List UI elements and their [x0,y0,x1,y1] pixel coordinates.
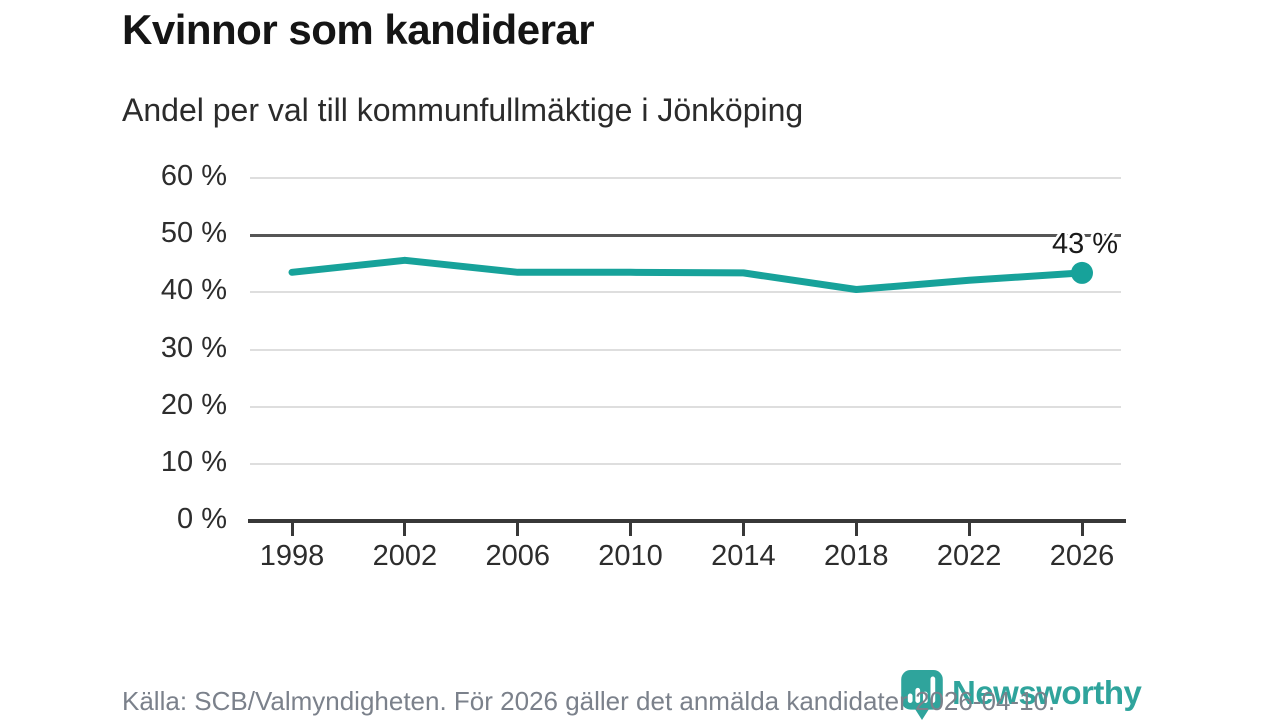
x-axis-label: 2010 [598,540,663,572]
x-axis-label: 2018 [824,540,889,572]
x-axis-line [248,519,1126,523]
end-point-marker [1071,261,1093,284]
source-note: Källa: SCB/Valmyndigheten. För 2026 gäll… [122,686,1056,716]
gridline-10 [250,462,1121,465]
x-axis-tick [741,523,745,536]
end-value-label: 43 % [1051,228,1119,260]
x-axis-label: 1998 [259,540,325,572]
x-axis-tick [629,523,633,536]
y-axis-label: 40 % [160,274,227,307]
x-axis-tick [290,523,294,536]
y-axis-label: 0 % [177,503,227,535]
y-axis-label: 10 % [160,445,227,478]
gridline-60 [250,177,1121,179]
x-axis-label: 2026 [1049,540,1115,572]
x-axis-tick [1080,523,1084,536]
x-axis-label: 2006 [485,540,550,572]
page-title: Kvinnor som kandiderar [122,6,595,53]
x-axis-label: 2002 [372,540,438,572]
newsworthy-logo: Newsworthy [898,669,1158,720]
trend-line [288,256,1086,293]
x-axis-tick [516,523,520,536]
gridline-20 [250,405,1121,408]
y-axis-label: 50 % [160,217,227,250]
x-axis-tick [403,523,407,536]
x-axis-label: 2022 [936,540,1002,572]
reference-gridline-50 [250,233,1121,237]
y-axis-label: 60 % [160,160,227,192]
bar-chart-pin-icon [901,669,943,720]
y-axis-label: 30 % [160,331,227,364]
x-axis-tick [967,523,971,536]
chart-subtitle: Andel per val till kommunfullmäktige i J… [122,92,804,128]
gridline-40 [250,291,1121,294]
y-axis-label: 20 % [160,388,227,421]
x-axis-tick [854,523,858,536]
x-axis-label: 2014 [711,540,776,572]
gridline-30 [250,348,1121,351]
brand-wordmark: Newsworthy [952,674,1142,711]
